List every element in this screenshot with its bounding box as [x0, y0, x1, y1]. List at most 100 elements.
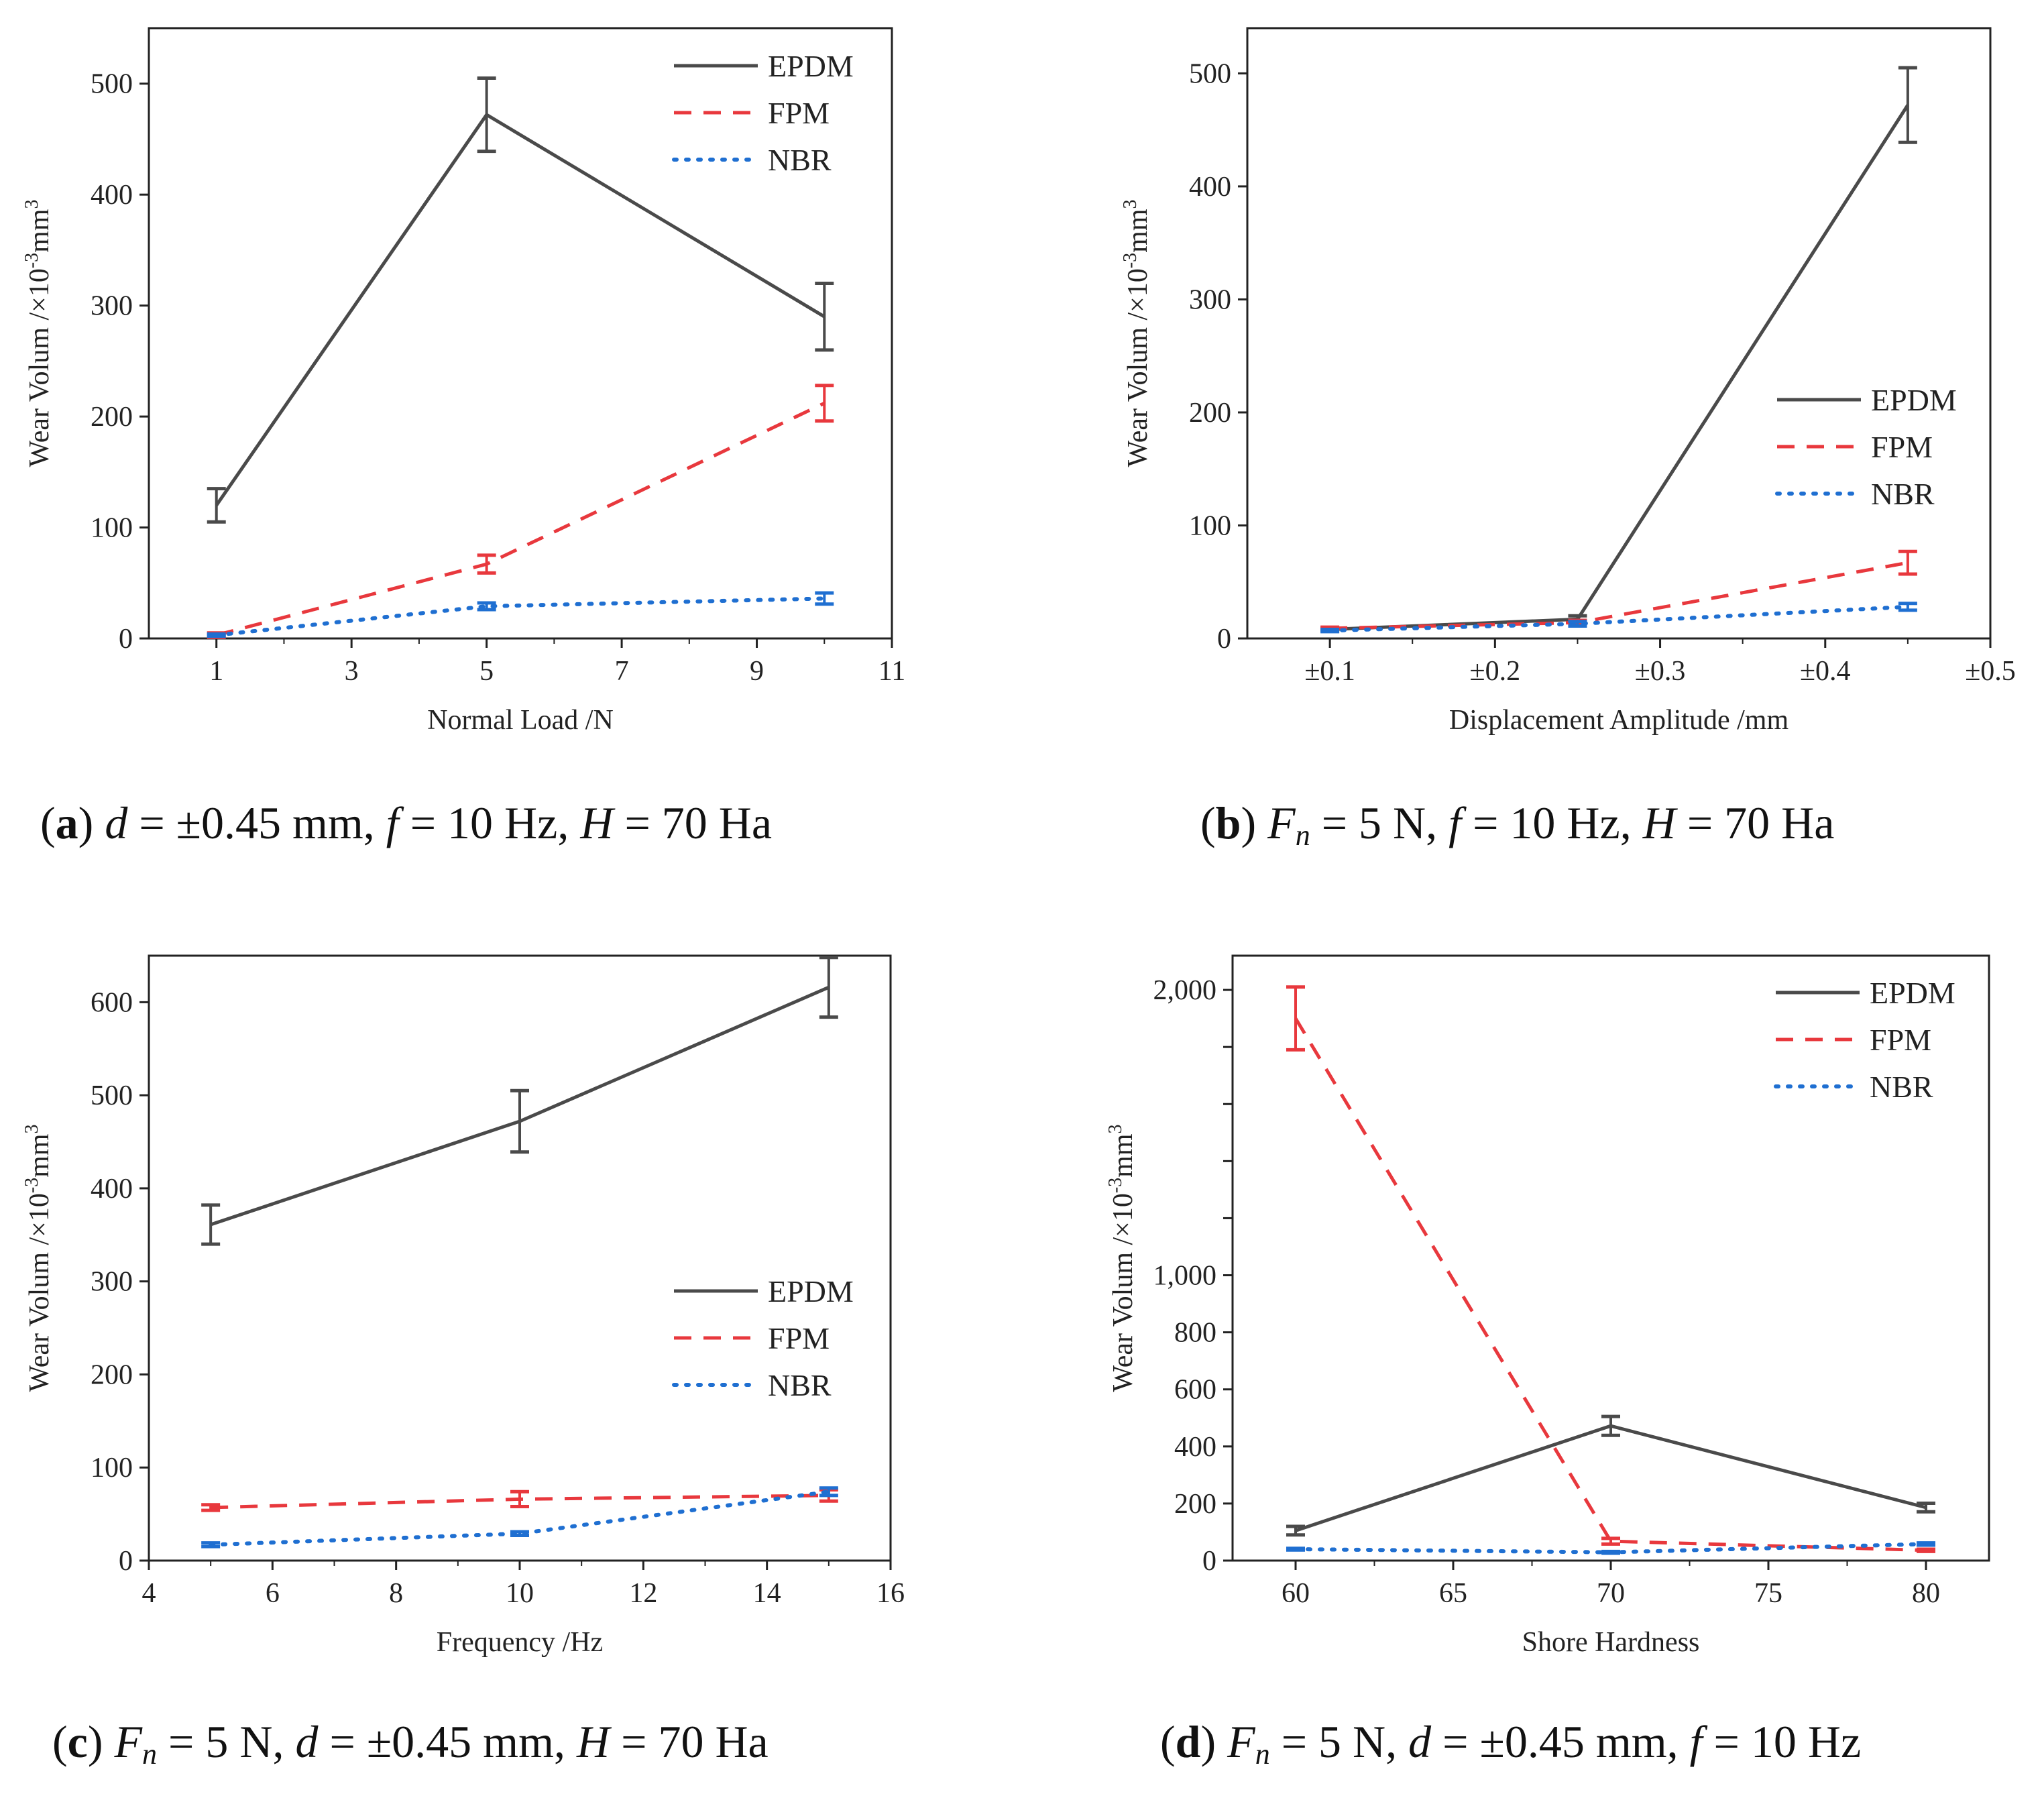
error-bar	[1917, 1501, 1935, 1514]
panel-b: ±0.1 ±0.2 ±0.3 ±0.4 ±0.5 0 100 200 300 400 500 Disp…	[1120, 27, 2016, 852]
panel-caption: (a) d = ±0.45 mm, f = 10 Hz, H = 70 Ha	[40, 797, 772, 848]
series-epdm	[1320, 66, 1917, 632]
series-line-nbr	[1328, 604, 1910, 633]
y-tick-label: 200	[91, 1359, 133, 1390]
x-tick-label: 70	[1597, 1578, 1625, 1609]
y-tick-label: 800	[1174, 1318, 1216, 1349]
y-tick-label: 500	[91, 1080, 133, 1111]
series-line-nbr	[209, 1489, 831, 1547]
error-bar	[815, 591, 834, 606]
x-tick-label: 4	[142, 1578, 156, 1609]
error-bar	[477, 553, 496, 575]
x-tick-label: ±0.5	[1965, 656, 2016, 687]
legend-label-fpm: FPM	[768, 1321, 830, 1355]
x-tick-label: 7	[615, 656, 629, 687]
y-tick-label: 400	[91, 180, 133, 211]
y-tick-label: 0	[1217, 624, 1231, 655]
legend-label-epdm: EPDM	[1871, 383, 1957, 417]
series-nbr	[1320, 602, 1917, 634]
error-bar	[207, 632, 226, 638]
y-tick-label: 200	[1174, 1489, 1216, 1520]
series-fpm	[1320, 549, 1917, 632]
x-tick-label: ±0.4	[1800, 656, 1851, 687]
error-bar	[1898, 66, 1917, 144]
error-bar	[1601, 1549, 1620, 1555]
error-bar	[1320, 628, 1340, 634]
error-bar	[815, 282, 834, 352]
legend-label-fpm: FPM	[1871, 430, 1933, 464]
error-bar	[1286, 985, 1305, 1052]
panel-c: 4 6 8 10 12 14 16 0 100 200 300 400 500 600 Frequency …	[21, 954, 905, 1770]
y-tick-label: 0	[1202, 1546, 1216, 1577]
series-line-nbr	[214, 596, 827, 638]
y-tick-label: 400	[1174, 1432, 1216, 1463]
error-bar	[1898, 602, 1917, 612]
y-tick-label: 600	[91, 987, 133, 1018]
x-tick-label: 60	[1282, 1578, 1310, 1609]
x-axis-label: Shore Hardness	[1522, 1627, 1700, 1658]
x-tick-label: 6	[266, 1578, 280, 1609]
y-tick-label: 500	[91, 69, 133, 100]
y-tick-label: 300	[1189, 284, 1231, 315]
y-axis-label: Wear Volum /×10-3mm3	[21, 199, 55, 467]
y-tick-label: 0	[119, 624, 133, 655]
panel-caption: (c) Fn = 5 N, d = ±0.45 mm, H = 70 Ha	[52, 1716, 769, 1770]
error-bar	[1898, 549, 1917, 576]
legend: EPDM FPM NBR	[672, 49, 854, 177]
x-tick-label: 14	[753, 1578, 781, 1609]
error-bar	[201, 1541, 221, 1549]
x-tick-label: 11	[878, 656, 905, 687]
panel-caption: (b) Fn = 5 N, f = 10 Hz, H = 70 Ha	[1200, 797, 1834, 852]
error-bar	[819, 1486, 838, 1498]
legend-label-nbr: NBR	[1870, 1070, 1933, 1104]
series-fpm	[207, 384, 834, 639]
series-epdm	[201, 956, 838, 1246]
series-line-epdm	[1330, 104, 1909, 632]
plot-frame	[1246, 27, 1992, 640]
x-axis-label: Displacement Amplitude /mm	[1449, 705, 1789, 736]
legend-label-nbr: NBR	[1871, 477, 1935, 511]
y-tick-label: 500	[1189, 58, 1231, 89]
series-epdm	[1286, 1414, 1935, 1537]
series-line-fpm	[1294, 1017, 1927, 1553]
y-tick-label: 1,000	[1153, 1261, 1217, 1292]
series-epdm	[207, 76, 834, 524]
error-bar	[1917, 1541, 1935, 1547]
plot-frame	[148, 27, 893, 640]
x-tick-label: 9	[750, 656, 764, 687]
y-tick-label: 300	[91, 291, 133, 322]
panel-caption: (d) Fn = 5 N, d = ±0.45 mm, f = 10 Hz	[1160, 1716, 1861, 1770]
error-bar	[510, 1530, 529, 1538]
legend: EPDM FPM NBR	[1775, 383, 1957, 511]
y-axis-label: Wear Volum /×10-3mm3	[1105, 1124, 1139, 1392]
y-tick-label: 400	[91, 1174, 133, 1204]
error-bar	[1601, 1536, 1620, 1546]
x-tick-label: 65	[1439, 1578, 1467, 1609]
legend: EPDM FPM NBR	[672, 1274, 854, 1402]
series-fpm	[201, 1488, 838, 1512]
legend-label-epdm: EPDM	[1870, 976, 1955, 1010]
y-axis-label: Wear Volum /×10-3mm3	[1120, 199, 1153, 467]
legend-label-epdm: EPDM	[768, 1274, 854, 1308]
error-bar	[1917, 1547, 1935, 1553]
legend-label-fpm: FPM	[1870, 1023, 1931, 1057]
error-bar	[1568, 620, 1587, 628]
legend-label-nbr: NBR	[768, 143, 832, 177]
error-bar	[201, 1203, 221, 1246]
error-bar	[510, 1489, 529, 1509]
legend-label-nbr: NBR	[768, 1368, 832, 1402]
x-tick-label: 8	[389, 1578, 403, 1609]
error-bar	[1286, 1546, 1305, 1552]
error-bar	[477, 601, 496, 612]
series-line-fpm	[1330, 561, 1909, 630]
x-tick-label: 12	[629, 1578, 657, 1609]
plot-frame	[148, 954, 892, 1562]
y-tick-label: 100	[91, 1453, 133, 1483]
error-bar	[1286, 1524, 1305, 1537]
x-tick-label: 75	[1754, 1578, 1782, 1609]
error-bar	[510, 1088, 529, 1154]
x-tick-label: 16	[876, 1578, 905, 1609]
legend-label-epdm: EPDM	[768, 49, 854, 83]
y-tick-label: 2,000	[1153, 975, 1217, 1006]
